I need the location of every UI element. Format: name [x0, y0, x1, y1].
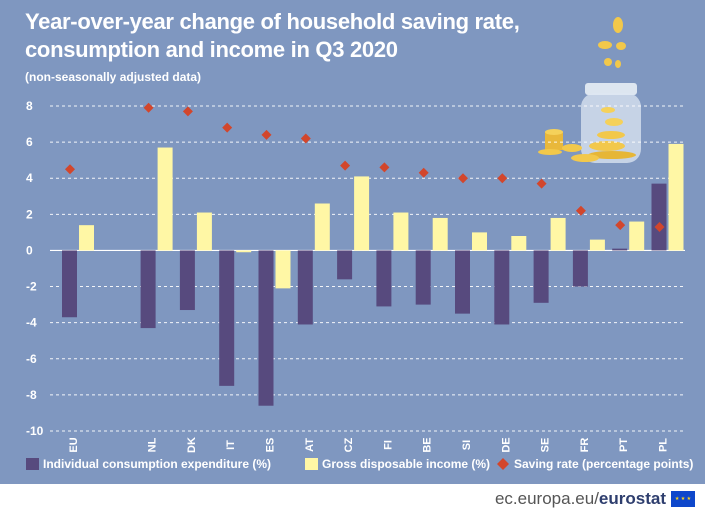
x-tick-label: PT [618, 438, 630, 452]
eurostat-logo-text: eurostat [598, 489, 666, 508]
y-tick-label: 6 [26, 135, 33, 149]
y-tick-label: -10 [26, 424, 44, 438]
bar-income-si [472, 232, 487, 251]
x-tick-label: PL [658, 438, 670, 452]
y-tick-label: 8 [26, 99, 33, 113]
point-saving-es [261, 129, 272, 140]
y-tick-label: 2 [26, 207, 33, 221]
bar-income-de [511, 236, 527, 251]
title-line-2: consumption and income in Q3 2020 [25, 37, 398, 62]
y-tick-label: -6 [26, 352, 37, 366]
y-tick-label: -2 [26, 280, 37, 294]
point-saving-eu [65, 164, 75, 175]
point-saving-be [418, 167, 429, 178]
x-tick-label: CZ [343, 437, 355, 452]
bar-consumption-eu [62, 250, 77, 318]
legend-label: Gross disposable income (%) [322, 457, 490, 471]
x-axis-ticks: EU NL DK IT ES AT CZ FI BE SI DE SE FR PT PL [68, 437, 670, 453]
point-saving-fi [379, 162, 390, 173]
chart-panel: Year-over-year change of household savin… [0, 0, 705, 484]
bar-consumption-pl [651, 183, 667, 251]
x-tick-label: AT [304, 438, 316, 452]
bar-consumption-fr [572, 250, 588, 287]
eu-flag-icon: ★ ★ ★ [671, 491, 695, 507]
bar-income-dk [196, 212, 212, 251]
point-saving-se [536, 178, 547, 189]
point-saving-at [300, 133, 311, 144]
bar-consumption-es [258, 250, 274, 406]
x-tick-label: DE [500, 437, 512, 452]
x-tick-label: DK [186, 437, 198, 453]
bar-income-es [275, 250, 291, 289]
x-tick-label: ES [265, 438, 277, 453]
bar-income-se [550, 217, 566, 251]
bar-consumption-si [455, 250, 470, 314]
bar-income-pl [668, 143, 684, 251]
y-tick-label: -4 [26, 316, 37, 330]
x-tick-label: FR [579, 438, 591, 453]
bar-consumption-cz [337, 250, 353, 280]
y-tick-label: -8 [26, 388, 37, 402]
bar-consumption-fi [376, 250, 392, 307]
x-tick-label: EU [68, 437, 80, 452]
bars-group [62, 143, 684, 406]
bar-consumption-de [494, 250, 510, 325]
y-axis-ticks: 8 6 4 2 0 -2 -4 -6 -8 -10 [26, 99, 44, 438]
y-tick-label: 4 [26, 171, 33, 185]
x-tick-label: SE [540, 438, 552, 453]
x-tick-label: SI [461, 440, 473, 450]
x-tick-label: FI [382, 440, 394, 450]
point-saving-de [497, 173, 508, 184]
footer-text[interactable]: ec.europa.eu/eurostat [494, 489, 666, 508]
legend-swatch [305, 458, 318, 470]
points-group [65, 102, 665, 232]
legend-label: Saving rate (percentage points) [514, 457, 693, 471]
bar-consumption-at [297, 250, 313, 325]
bar-income-it [236, 250, 252, 253]
bar-consumption-be [415, 250, 431, 305]
bar-consumption-pt [612, 248, 628, 251]
legend: Individual consumption expenditure (%) Gr… [26, 457, 693, 471]
chart-title: Year-over-year change of household savin… [25, 8, 545, 64]
point-saving-it [222, 122, 233, 133]
bar-income-fi [393, 212, 409, 251]
bar-income-be [432, 217, 448, 251]
chart-subtitle: (non-seasonally adjusted data) [25, 70, 202, 84]
bar-consumption-it [219, 250, 235, 386]
bar-income-fr [589, 239, 605, 251]
coin-jar-illustration [538, 17, 641, 163]
footer-source: ec.europa.eu/eurostat ★ ★ ★ [495, 489, 695, 509]
bar-income-nl [157, 147, 173, 251]
bar-consumption-nl [140, 250, 156, 329]
point-saving-dk [182, 106, 193, 117]
bar-income-eu [79, 225, 94, 251]
legend-swatch [26, 458, 39, 470]
point-saving-si [458, 173, 468, 184]
bar-income-pt [629, 221, 645, 251]
bar-income-at [314, 203, 330, 251]
title-line-1: Year-over-year change of household savin… [25, 9, 520, 34]
legend-swatch [497, 458, 509, 470]
legend-label: Individual consumption expenditure (%) [43, 457, 271, 471]
x-tick-label: BE [422, 437, 434, 452]
point-saving-pt [615, 220, 626, 231]
point-saving-cz [340, 160, 351, 171]
bar-consumption-dk [179, 250, 195, 311]
bar-income-cz [354, 176, 370, 251]
bar-consumption-se [533, 250, 549, 303]
point-saving-nl [143, 102, 154, 113]
y-tick-label: 0 [26, 243, 33, 257]
x-tick-label: IT [225, 440, 237, 450]
point-saving-fr [575, 205, 586, 216]
x-tick-label: NL [147, 437, 159, 452]
point-saving-pl [654, 221, 665, 232]
